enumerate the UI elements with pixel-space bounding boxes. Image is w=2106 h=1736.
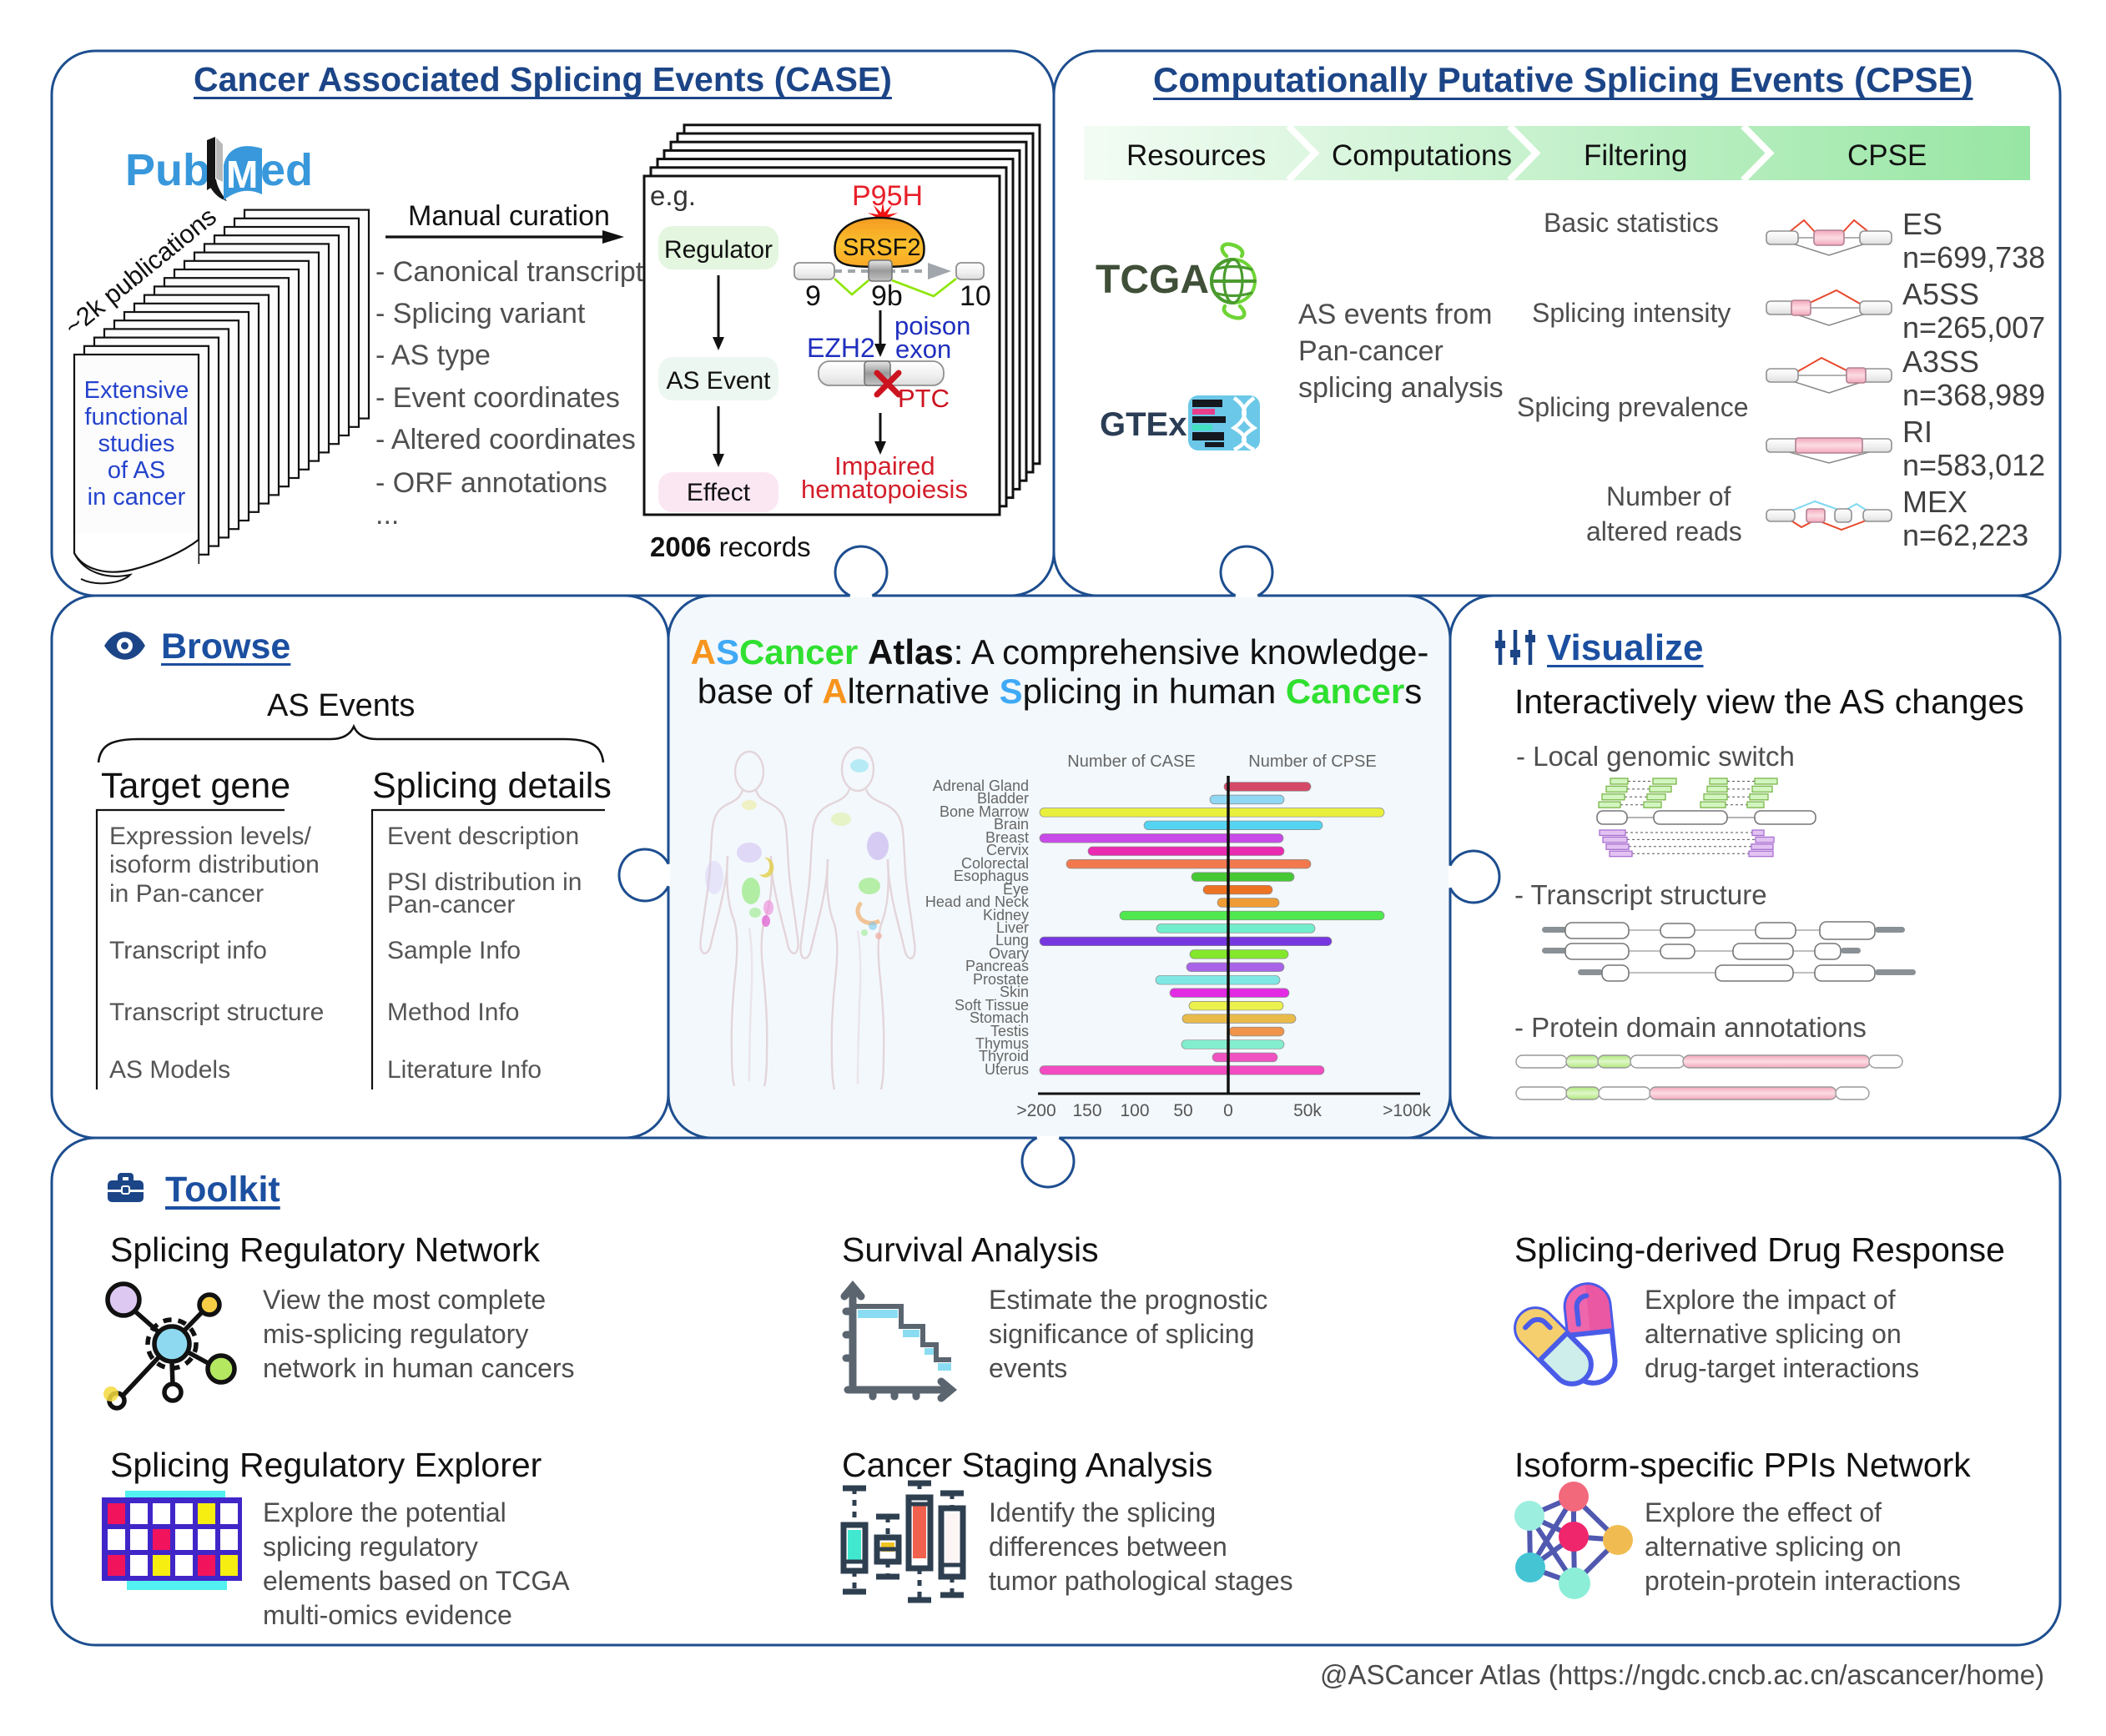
svg-text:ed: ed [260,145,313,195]
svg-text:M: M [226,153,258,196]
svg-text:Pub: Pub [125,145,210,195]
